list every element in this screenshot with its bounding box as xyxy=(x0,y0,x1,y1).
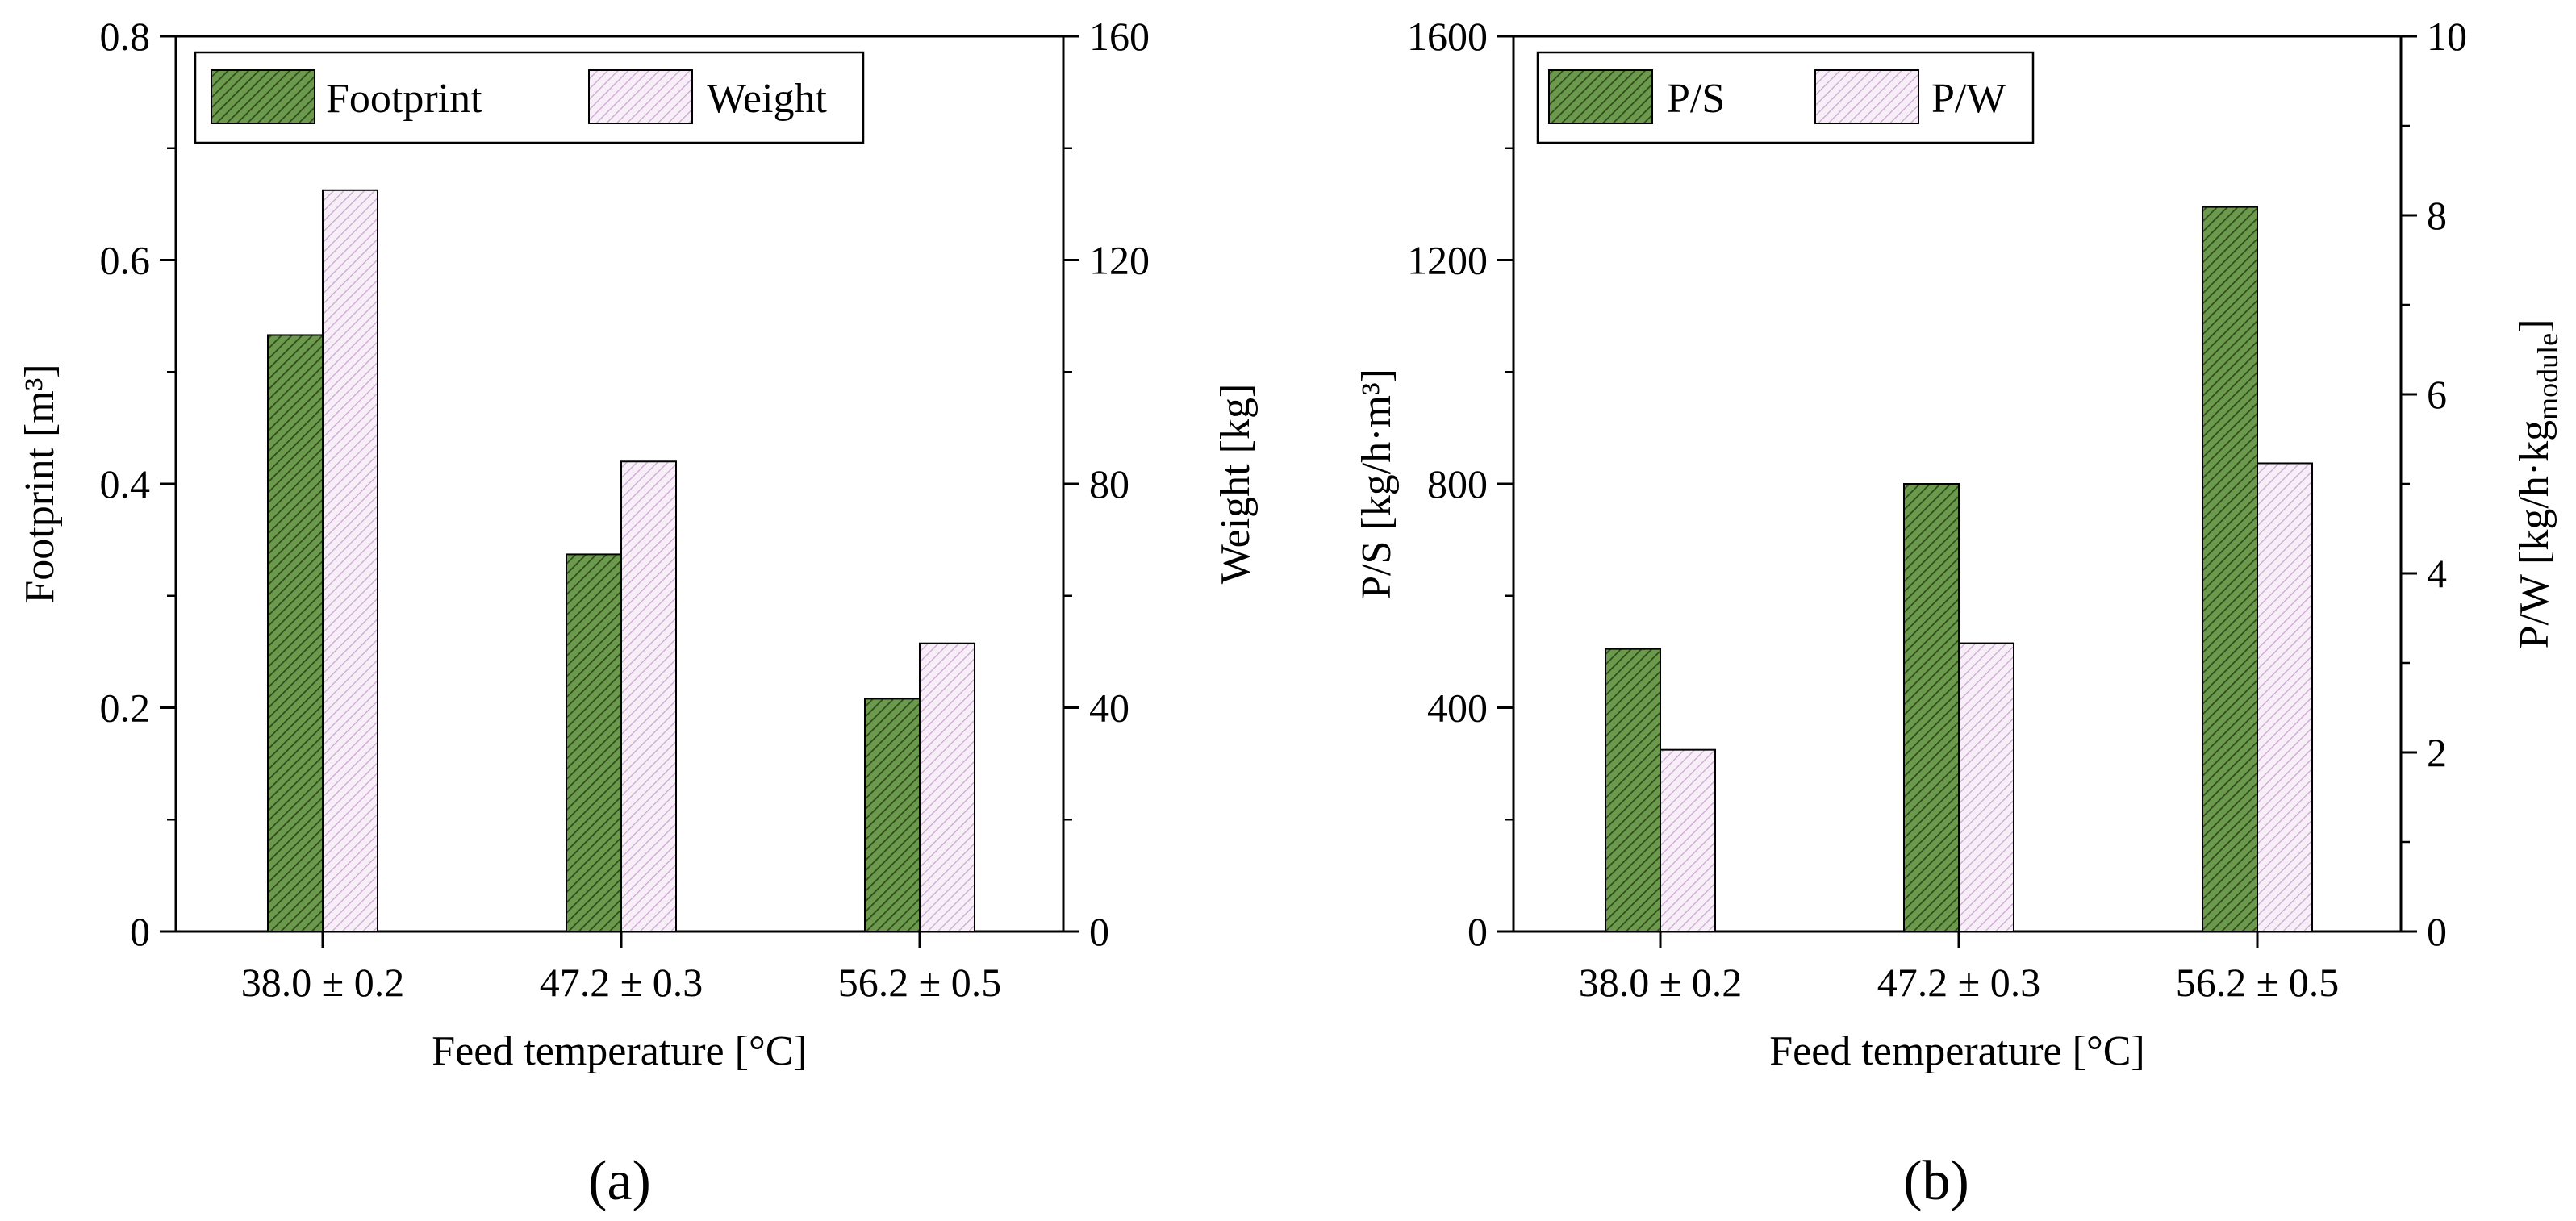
chart-a-ylabel-left: Footprint [m³] xyxy=(17,364,63,603)
chart-b-legend-swatch-pw xyxy=(1814,69,1919,124)
right-tick-label: 10 xyxy=(2427,14,2467,59)
chart-b-ylabel-left: P/S [kg/h·m³] xyxy=(1354,369,1400,599)
x-tick-label: 38.0 ± 0.2 xyxy=(1579,960,1742,1005)
right-tick-label: 120 xyxy=(1089,238,1150,283)
chart-a-legend-label-weight: Weight xyxy=(707,76,827,122)
x-tick-label: 38.0 ± 0.2 xyxy=(241,960,404,1005)
chart-a-legend-swatch-weight xyxy=(588,69,693,124)
chart-b-legend-label-ps: P/S xyxy=(1667,76,1725,122)
x-tick-label: 47.2 ± 0.3 xyxy=(1877,960,2040,1005)
bar-weight-1 xyxy=(620,460,677,932)
left-tick-label: 0.4 xyxy=(100,461,151,506)
left-tick-label: 0 xyxy=(1468,909,1488,954)
chart-a: 0 0.2 0.4 0.6 0.8 0 40 80 120 160 38.0 ± 0.2 47.2… xyxy=(17,14,1259,1212)
bar-footprint-1 xyxy=(566,553,622,932)
chart-b-legend-swatch-ps xyxy=(1548,69,1653,124)
right-tick-label: 0 xyxy=(2427,909,2447,954)
chart-b-xlabel: Feed temperature [°C] xyxy=(1769,1028,2145,1074)
chart-b-panel-label: (b) xyxy=(1903,1150,1969,1212)
left-tick-label: 800 xyxy=(1427,461,1488,506)
right-tick-label: 4 xyxy=(2427,551,2447,596)
chart-a-ylabel-right: Weight [kg] xyxy=(1213,384,1259,585)
chart-b-ylabel-right: P/W [kg/h·kgmodule] xyxy=(2511,319,2564,649)
chart-b-ylabel-right-sub: module xyxy=(2532,333,2564,420)
bar-footprint-2 xyxy=(864,698,921,933)
chart-b: 0 400 800 1200 1600 0 2 4 6 8 10 38.0 ± 0.2 47.2 ±… xyxy=(1354,14,2564,1212)
chart-a-legend-swatch-footprint xyxy=(211,69,315,124)
chart-b-legend: P/S P/W xyxy=(1536,51,2035,144)
right-tick-label: 2 xyxy=(2427,730,2447,775)
chart-a-bars xyxy=(267,189,975,933)
bar-footprint-0 xyxy=(267,334,324,932)
left-tick-label: 0 xyxy=(130,909,150,954)
chart-b-ylabel-right-end: ] xyxy=(2511,319,2557,333)
chart-a-x-ticks: 38.0 ± 0.2 47.2 ± 0.3 56.2 ± 0.5 xyxy=(241,931,1001,1005)
x-tick-label: 47.2 ± 0.3 xyxy=(540,960,703,1005)
right-tick-label: 80 xyxy=(1089,461,1129,506)
chart-b-bars xyxy=(1605,206,2313,933)
chart-a-panel-label: (a) xyxy=(588,1150,651,1212)
right-tick-label: 160 xyxy=(1089,14,1150,59)
chart-b-legend-label-pw: P/W xyxy=(1931,76,2006,122)
left-tick-label: 1600 xyxy=(1407,14,1488,59)
chart-b-left-axis-ticks: 0 400 800 1200 1600 xyxy=(1407,14,1513,954)
bar-p-w-1 xyxy=(1958,642,2014,933)
chart-a-xlabel: Feed temperature [°C] xyxy=(432,1028,808,1074)
chart-a-right-axis-ticks: 0 40 80 120 160 xyxy=(1063,14,1150,954)
chart-a-legend: Footprint Weight xyxy=(194,51,865,144)
bar-p-s-2 xyxy=(2202,206,2258,932)
chart-a-legend-label-footprint: Footprint xyxy=(326,76,482,122)
bar-weight-0 xyxy=(322,189,378,932)
bar-p-s-0 xyxy=(1605,648,1661,932)
x-tick-label: 56.2 ± 0.5 xyxy=(2176,960,2339,1005)
left-tick-label: 0.8 xyxy=(100,14,151,59)
right-tick-label: 0 xyxy=(1089,909,1109,954)
chart-b-ylabel-right-main: P/W [kg/h·kg xyxy=(2511,420,2557,649)
left-tick-label: 1200 xyxy=(1407,238,1488,283)
left-tick-label: 400 xyxy=(1427,686,1488,731)
x-tick-label: 56.2 ± 0.5 xyxy=(838,960,1001,1005)
chart-b-right-axis-ticks: 0 2 4 6 8 10 xyxy=(2401,14,2467,954)
left-tick-label: 0.6 xyxy=(100,238,151,283)
right-tick-label: 40 xyxy=(1089,686,1129,731)
bar-weight-2 xyxy=(919,642,975,932)
bar-p-w-0 xyxy=(1660,748,1716,932)
chart-a-left-axis-ticks: 0 0.2 0.4 0.6 0.8 xyxy=(100,14,176,954)
bar-p-s-1 xyxy=(1903,483,1960,932)
right-tick-label: 6 xyxy=(2427,372,2447,417)
left-tick-label: 0.2 xyxy=(100,686,151,731)
chart-b-x-ticks: 38.0 ± 0.2 47.2 ± 0.3 56.2 ± 0.5 xyxy=(1579,931,2339,1005)
right-tick-label: 8 xyxy=(2427,193,2447,238)
bar-p-w-2 xyxy=(2257,462,2313,932)
